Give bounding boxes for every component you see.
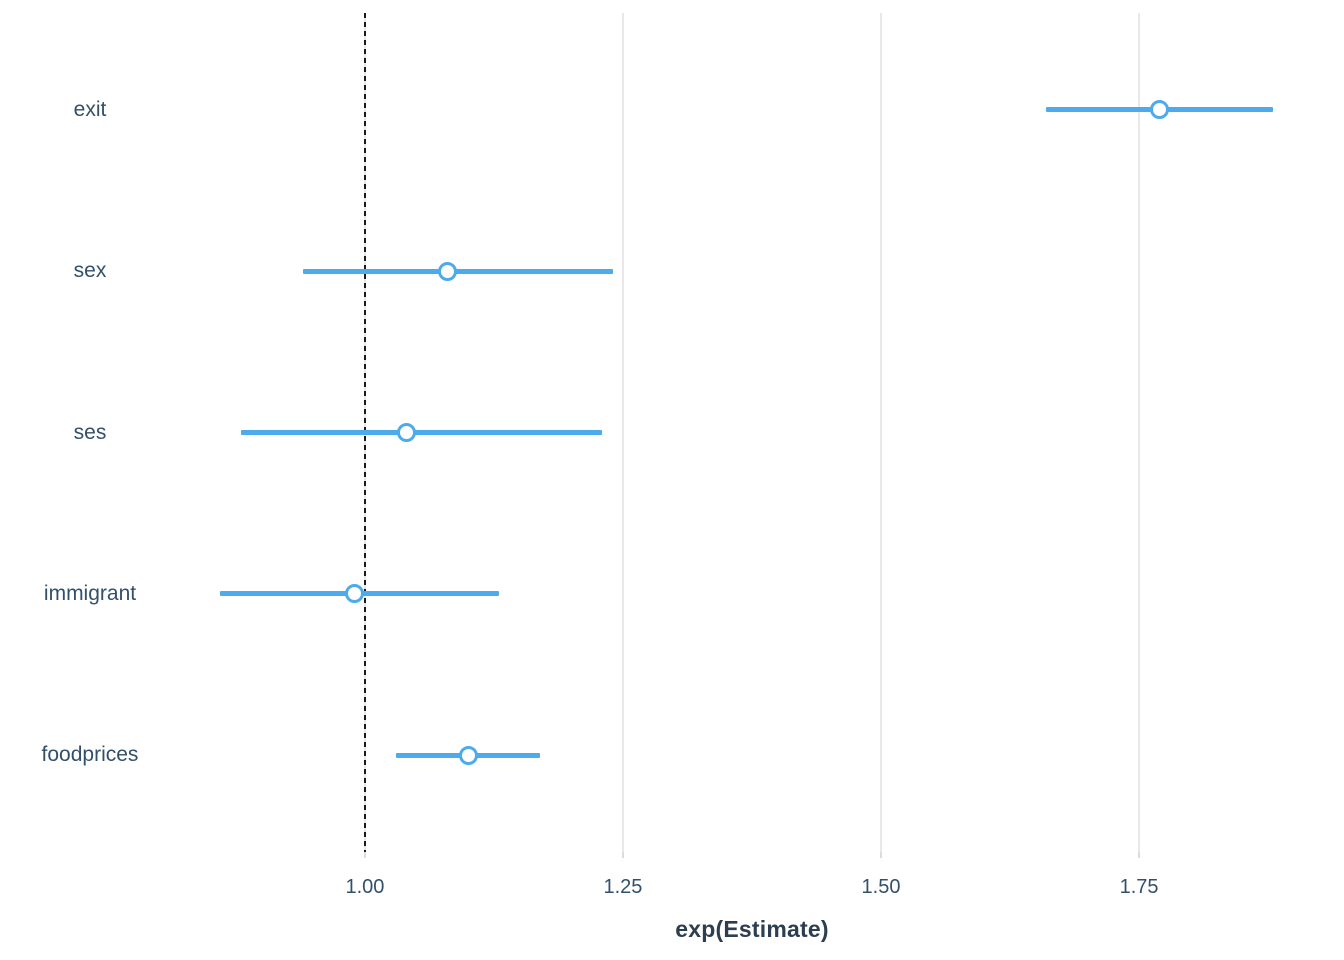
y-axis-category-label: exit [73, 97, 107, 121]
y-axis-category-label: foodprices [41, 743, 139, 767]
estimate-point [345, 584, 365, 604]
y-axis-category-label: immigrant [43, 581, 137, 605]
x-tick-mark [1138, 852, 1141, 858]
x-tick-mark [880, 852, 883, 858]
x-tick-mark [621, 852, 624, 858]
estimate-point [438, 261, 458, 281]
x-tick-label: 1.50 [861, 876, 901, 898]
estimate-point [396, 423, 416, 442]
confidence-interval-whisker [303, 268, 613, 274]
y-axis-category-label: ses [73, 420, 107, 444]
estimate-point [1150, 100, 1170, 120]
y-axis-category-label: sex [73, 259, 107, 283]
x-gridline [1138, 13, 1141, 852]
x-tick-label: 1.75 [1119, 876, 1159, 898]
x-tick-label: 1.00 [345, 876, 385, 898]
x-tick-label: 1.25 [603, 876, 643, 898]
estimate-point [458, 745, 478, 765]
x-axis-title: exp(Estimate) [675, 916, 829, 942]
x-gridline [880, 13, 883, 852]
x-tick-mark [363, 852, 366, 858]
confidence-interval-whisker [241, 430, 603, 435]
x-gridline [621, 13, 624, 852]
